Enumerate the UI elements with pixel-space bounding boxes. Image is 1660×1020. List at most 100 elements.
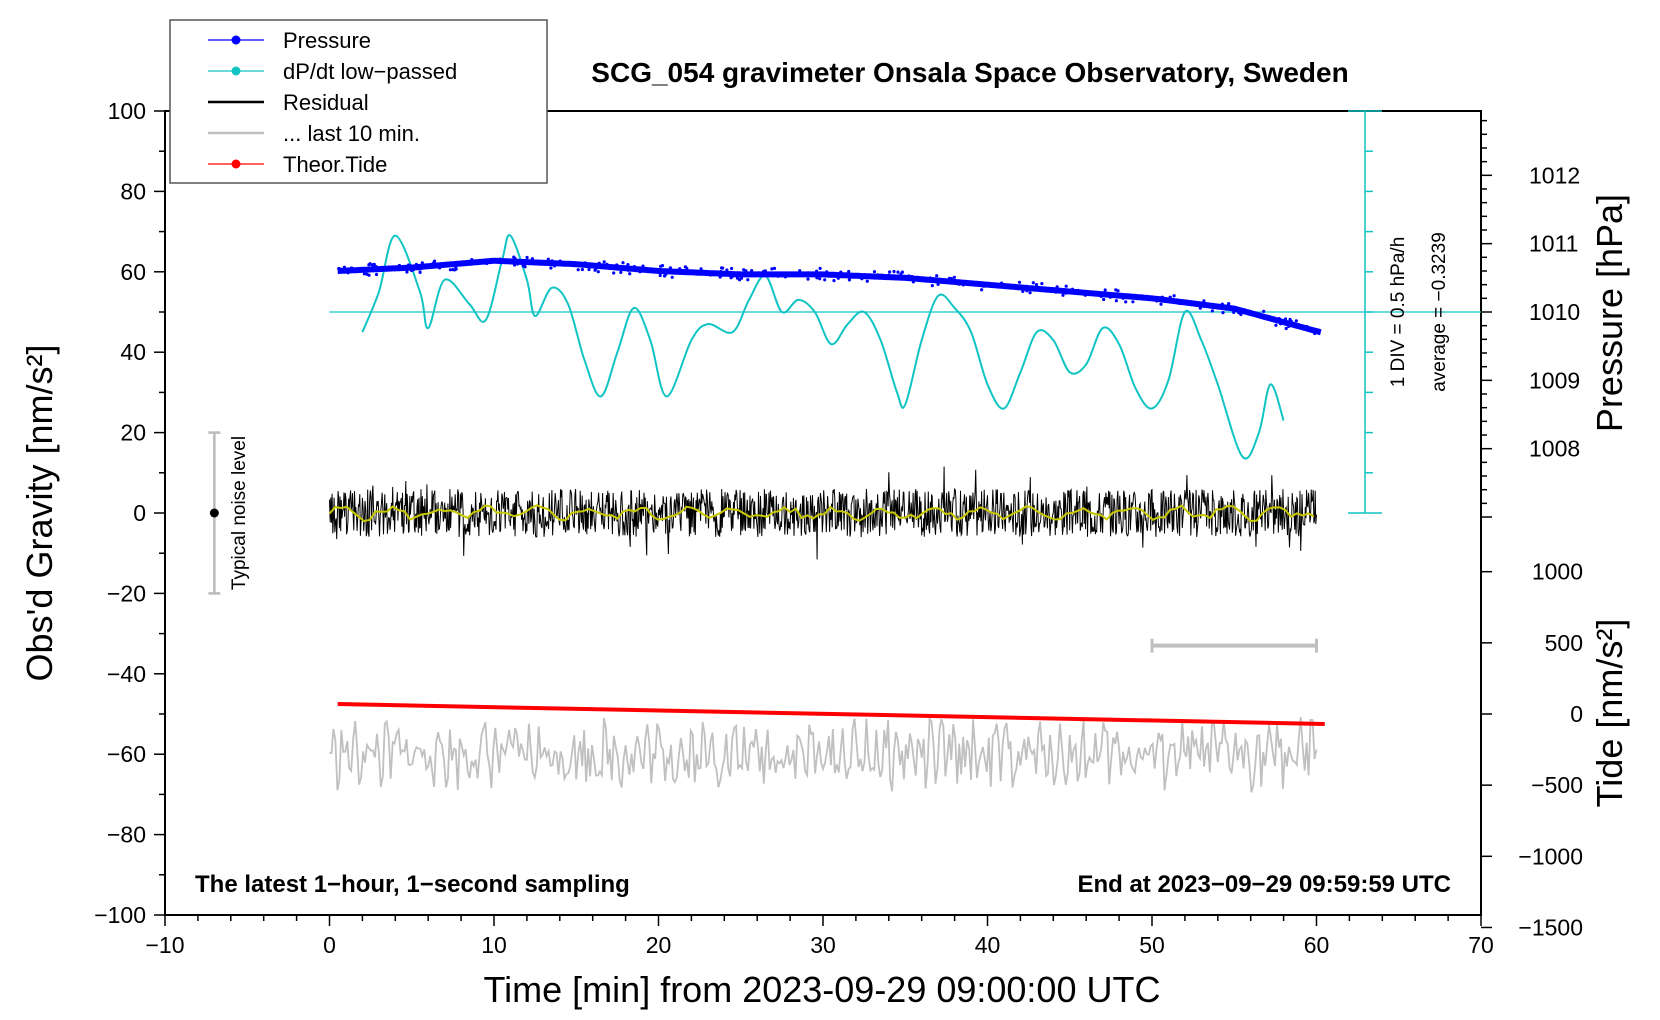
legend-marker — [231, 159, 241, 169]
pressure-point — [1287, 324, 1291, 328]
legend-marker — [231, 66, 241, 76]
pressure-point — [1284, 326, 1288, 331]
y-tick-label: 20 — [120, 420, 146, 446]
pressure-point — [722, 272, 727, 276]
pressure-tick-label: 1012 — [1529, 162, 1580, 188]
pressure-point — [815, 276, 819, 280]
pressure-point — [699, 267, 703, 271]
dpdt-scale-label: 1 DIV = 0.5 hPa/h — [1388, 237, 1409, 388]
pressure-point — [580, 267, 585, 272]
x-tick-label: 10 — [481, 932, 507, 958]
pressure-point — [748, 271, 752, 275]
pressure-point — [451, 268, 455, 272]
legend-marker — [231, 35, 241, 45]
y-tick-label: 80 — [120, 178, 146, 204]
pressure-point — [1007, 284, 1011, 288]
pressure-point — [880, 273, 884, 277]
pressure-point — [1299, 325, 1303, 329]
pressure-point — [1071, 287, 1075, 291]
pressure-point — [1061, 293, 1065, 297]
x-axis-label: Time [min] from 2023-09-29 09:00:00 UTC — [484, 969, 1161, 1010]
pressure-point — [910, 274, 914, 279]
y-tick-labels: 100 80 60 40 20 0 −20 −40 −60 −80 −100 — [94, 98, 146, 928]
tide-tick-labels: 1000 500 0 −500 −1000 −1500 — [1518, 559, 1583, 941]
pressure-point — [550, 259, 554, 263]
residual-smoothed-line — [328, 504, 1315, 523]
pressure-point — [775, 272, 779, 276]
pressure-point — [721, 266, 725, 270]
pressure-point — [928, 276, 932, 280]
pressure-point — [876, 273, 880, 277]
pressure-point — [1083, 293, 1087, 297]
noise-bar-center — [209, 508, 219, 518]
pressure-point — [860, 277, 864, 281]
pressure-point — [708, 273, 713, 277]
pressure-point — [781, 271, 785, 275]
pressure-point — [485, 261, 489, 266]
pressure-point — [1239, 312, 1243, 317]
pressure-tick-labels: 1012 1011 1010 1009 1008 — [1529, 162, 1580, 461]
pressure-point — [378, 266, 382, 270]
pressure-point — [847, 269, 851, 274]
pressure-point — [757, 271, 761, 275]
pressure-point — [865, 279, 869, 283]
pressure-point — [658, 273, 662, 278]
pressure-point — [744, 269, 748, 273]
pressure-point — [1262, 309, 1266, 313]
pressure-point — [552, 264, 557, 268]
pressure-point — [730, 271, 734, 275]
pressure-point — [1025, 289, 1029, 293]
pressure-point — [957, 282, 961, 286]
pressure-tick-label: 1009 — [1529, 367, 1580, 393]
pressure-point — [806, 277, 810, 281]
pressure-point — [682, 270, 686, 274]
pressure-point — [834, 273, 838, 277]
pressure-point — [1172, 294, 1176, 298]
pressure-point — [1055, 285, 1059, 289]
pressure-point — [935, 274, 939, 278]
pressure-point — [612, 271, 616, 275]
chart-title: SCG_054 gravimeter Onsala Space Observat… — [591, 57, 1348, 88]
pressure-point — [1028, 291, 1032, 295]
pressure-point — [1131, 300, 1135, 304]
pressure-point — [433, 259, 437, 263]
x-tick-label: 70 — [1468, 932, 1494, 958]
pressure-point — [1166, 299, 1170, 303]
y-tick-label: −80 — [107, 822, 146, 848]
pressure-point — [1283, 317, 1288, 321]
pressure-point — [1103, 288, 1107, 292]
pressure-point — [513, 260, 517, 265]
pressure-point — [392, 266, 396, 270]
pressure-point — [1017, 280, 1022, 284]
pressure-point — [605, 262, 609, 266]
pressure-point — [1198, 306, 1202, 310]
pressure-point — [1022, 287, 1026, 291]
last-10-min-series — [329, 716, 1318, 793]
pressure-point — [798, 269, 802, 273]
legend-label: Theor.Tide — [283, 152, 387, 177]
pressure-point — [1064, 291, 1068, 295]
pressure-point — [1232, 307, 1237, 311]
tide-tick-label: 1000 — [1532, 559, 1583, 585]
last-10-min-line — [329, 716, 1318, 793]
pressure-point — [587, 267, 591, 272]
pressure-point — [1288, 317, 1292, 322]
tide-axis-label: Tide [nm/s²] — [1589, 619, 1630, 808]
x-tick-label: 30 — [810, 932, 836, 958]
legend: Pressure dP/dt low−passed Residual ... last… — [169, 19, 548, 184]
pressure-point — [1099, 294, 1103, 298]
pressure-point — [498, 257, 502, 261]
pressure-point — [562, 261, 566, 265]
pressure-point — [596, 270, 600, 274]
pressure-point — [1064, 284, 1068, 288]
pressure-series — [336, 255, 1322, 336]
pressure-point — [1226, 303, 1230, 307]
pressure-point — [576, 268, 580, 272]
y-tick-label: 40 — [120, 339, 146, 365]
pressure-point — [896, 270, 900, 274]
pressure-point — [1279, 322, 1283, 326]
pressure-point — [470, 258, 474, 262]
pressure-point — [621, 261, 625, 265]
pressure-point — [407, 263, 411, 267]
x-tick-label: 0 — [323, 932, 336, 958]
